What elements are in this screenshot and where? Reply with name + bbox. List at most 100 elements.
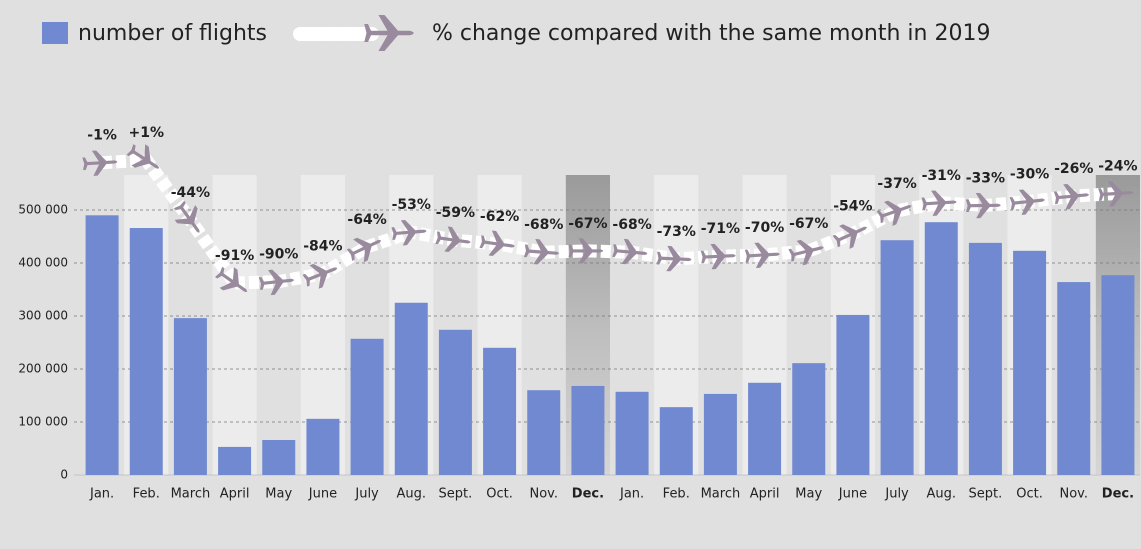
data-label: -62% <box>480 209 519 225</box>
x-tick-label: Jan. <box>619 487 644 502</box>
x-tick-label: May <box>795 487 822 502</box>
plane-marker <box>1053 184 1089 210</box>
y-tick-label: 100 000 <box>18 415 68 429</box>
x-tick-label: Aug. <box>926 487 956 502</box>
plane-marker <box>479 230 515 256</box>
data-label: -73% <box>657 224 696 240</box>
bar <box>85 215 119 476</box>
x-tick-label: Dec. <box>1102 487 1134 502</box>
bar <box>659 407 693 475</box>
y-tick-label: 500 000 <box>18 203 68 217</box>
data-label: -1% <box>87 128 117 144</box>
plane-marker <box>832 224 867 249</box>
data-label: -33% <box>966 170 1005 186</box>
x-tick-label: June <box>308 487 337 502</box>
bar <box>306 418 340 475</box>
plane-marker <box>173 200 200 233</box>
data-label: -30% <box>1010 166 1049 182</box>
x-tick-label: Sept. <box>969 487 1003 502</box>
bar <box>748 382 782 475</box>
x-tick-label: Aug. <box>396 487 426 502</box>
legend-swatch <box>42 22 68 44</box>
x-tick-label: Oct. <box>1016 487 1043 502</box>
data-label: -59% <box>436 205 475 221</box>
bar <box>571 385 605 475</box>
bar <box>173 318 207 475</box>
plane-marker <box>700 243 736 270</box>
data-label: -90% <box>259 247 298 263</box>
legend-label: % change compared with the same month in… <box>432 21 990 46</box>
data-label: +1% <box>129 125 165 141</box>
x-tick-label: Nov. <box>530 487 559 502</box>
bar <box>1057 282 1091 475</box>
shade-column <box>212 175 257 475</box>
plane-marker <box>126 144 160 169</box>
data-label: -31% <box>922 168 961 184</box>
bar <box>438 329 472 475</box>
data-label: -71% <box>701 221 740 237</box>
bar <box>880 240 914 475</box>
bar <box>218 446 252 475</box>
bar <box>792 363 826 475</box>
plane-marker <box>435 226 471 252</box>
plane-marker <box>1009 189 1045 215</box>
x-tick-label: Feb. <box>663 487 690 502</box>
x-tick-label: July <box>354 487 379 502</box>
x-tick-label: July <box>884 487 909 502</box>
plane-marker <box>788 239 824 266</box>
bar <box>129 228 163 475</box>
data-label: -53% <box>392 197 431 213</box>
data-label: -54% <box>833 199 872 215</box>
data-label: -44% <box>171 185 210 201</box>
legend-plane <box>364 15 414 51</box>
bar <box>350 338 384 475</box>
data-label: -37% <box>877 176 916 192</box>
plane-marker <box>1098 181 1134 207</box>
bar <box>836 314 870 475</box>
data-label: -64% <box>347 212 386 228</box>
x-tick-label: Sept. <box>439 487 473 502</box>
y-tick-label: 300 000 <box>18 309 68 323</box>
x-tick-label: Feb. <box>133 487 160 502</box>
bar <box>262 440 296 475</box>
data-label: -70% <box>745 220 784 236</box>
plane-marker <box>744 242 780 269</box>
data-label: -84% <box>303 239 342 255</box>
data-label: -26% <box>1054 161 1093 177</box>
bar <box>527 390 561 475</box>
plane-marker <box>656 245 692 272</box>
plane-marker <box>921 190 957 216</box>
plane-marker <box>568 238 604 264</box>
data-label: -68% <box>612 217 651 233</box>
x-tick-label: March <box>701 487 741 502</box>
y-tick-label: 200 000 <box>18 362 68 376</box>
plane-marker <box>876 200 912 226</box>
plane-marker <box>258 269 294 296</box>
plane-marker <box>391 220 427 246</box>
data-label: -91% <box>215 248 254 264</box>
y-tick-label: 400 000 <box>18 256 68 270</box>
plane-marker <box>523 238 559 265</box>
x-tick-label: Nov. <box>1060 487 1089 502</box>
bar <box>1101 275 1135 475</box>
plane-marker <box>612 238 648 265</box>
bar <box>394 302 428 475</box>
plane-marker <box>302 263 338 289</box>
plane-marker <box>346 237 381 263</box>
bar <box>483 347 517 475</box>
bar <box>615 391 649 475</box>
plane-marker <box>965 192 1001 219</box>
legend-label: number of flights <box>78 21 267 46</box>
data-label: -67% <box>568 216 607 232</box>
x-tick-label: April <box>220 487 250 502</box>
data-label: -68% <box>524 217 563 233</box>
x-tick-label: June <box>838 487 867 502</box>
x-tick-label: April <box>750 487 780 502</box>
x-tick-label: March <box>171 487 211 502</box>
data-label: -67% <box>789 216 828 232</box>
x-tick-label: Dec. <box>572 487 604 502</box>
bar <box>924 222 958 475</box>
plane-marker <box>215 266 248 292</box>
